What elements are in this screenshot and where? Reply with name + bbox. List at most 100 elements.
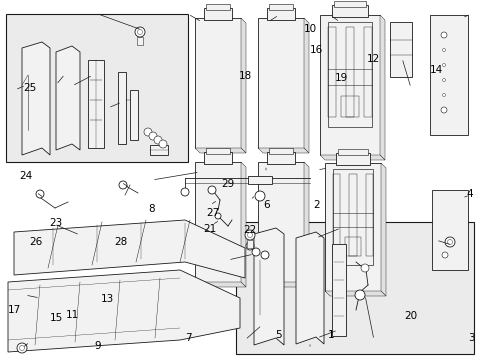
Bar: [204, 8, 231, 20]
Bar: [266, 8, 294, 20]
Text: 10: 10: [304, 24, 316, 34]
Bar: [319, 15, 379, 155]
Circle shape: [207, 186, 216, 194]
Bar: [6, 14, 187, 162]
Bar: [348, 174, 356, 256]
Bar: [258, 162, 304, 282]
Circle shape: [20, 346, 24, 351]
Text: 22: 22: [243, 225, 257, 235]
Bar: [88, 60, 104, 148]
Bar: [130, 90, 138, 140]
Text: 14: 14: [428, 65, 442, 75]
Circle shape: [360, 264, 368, 272]
Circle shape: [251, 248, 260, 256]
Polygon shape: [319, 155, 384, 160]
Text: 1: 1: [327, 330, 334, 340]
Circle shape: [135, 27, 145, 37]
Circle shape: [441, 252, 447, 258]
Text: 9: 9: [94, 341, 101, 351]
Circle shape: [261, 251, 268, 259]
Circle shape: [159, 140, 167, 148]
Bar: [236, 222, 473, 354]
Polygon shape: [241, 18, 245, 153]
Circle shape: [215, 213, 221, 219]
Bar: [206, 4, 229, 10]
Text: 7: 7: [184, 333, 191, 343]
Polygon shape: [258, 282, 308, 287]
Circle shape: [442, 49, 445, 51]
Circle shape: [440, 107, 446, 113]
Bar: [266, 152, 294, 164]
Bar: [332, 174, 339, 256]
Polygon shape: [241, 162, 245, 287]
Polygon shape: [253, 228, 284, 345]
Text: 5: 5: [275, 330, 282, 340]
Text: 17: 17: [8, 305, 21, 315]
Polygon shape: [14, 220, 244, 278]
Circle shape: [247, 233, 252, 238]
Circle shape: [119, 181, 127, 189]
Text: 20: 20: [404, 311, 416, 321]
Bar: [325, 163, 380, 291]
Circle shape: [149, 132, 157, 140]
Circle shape: [154, 136, 162, 144]
Bar: [204, 152, 231, 164]
Bar: [118, 72, 126, 144]
Bar: [331, 244, 346, 336]
Bar: [431, 190, 467, 270]
Bar: [338, 149, 367, 155]
Polygon shape: [379, 15, 384, 160]
Text: 24: 24: [19, 171, 32, 181]
Polygon shape: [304, 18, 308, 153]
Bar: [258, 18, 304, 148]
Bar: [389, 22, 411, 77]
Circle shape: [440, 32, 446, 38]
Text: 28: 28: [114, 237, 128, 247]
Circle shape: [181, 188, 189, 196]
Text: 18: 18: [238, 71, 252, 81]
Bar: [195, 162, 241, 282]
Polygon shape: [325, 291, 385, 296]
Polygon shape: [195, 282, 245, 287]
Text: 16: 16: [309, 45, 323, 55]
Circle shape: [442, 63, 445, 67]
Bar: [341, 95, 358, 117]
Bar: [346, 27, 353, 117]
Text: 19: 19: [334, 73, 347, 84]
Bar: [328, 27, 335, 117]
Text: 15: 15: [49, 313, 63, 323]
Text: 11: 11: [65, 310, 79, 320]
Text: 25: 25: [23, 83, 37, 93]
Text: 13: 13: [101, 294, 114, 304]
Bar: [363, 27, 371, 117]
Bar: [137, 37, 142, 45]
Circle shape: [36, 190, 44, 198]
Bar: [150, 145, 168, 155]
Text: 8: 8: [148, 204, 155, 214]
Bar: [332, 170, 372, 265]
Polygon shape: [8, 270, 240, 352]
Bar: [195, 18, 241, 148]
Bar: [333, 1, 365, 7]
Circle shape: [17, 343, 27, 353]
Bar: [246, 240, 252, 248]
Polygon shape: [304, 162, 308, 287]
Text: 21: 21: [203, 224, 217, 234]
Polygon shape: [380, 163, 385, 296]
Circle shape: [143, 128, 152, 136]
Text: 26: 26: [29, 237, 43, 247]
Bar: [365, 174, 372, 256]
Circle shape: [245, 242, 253, 250]
Circle shape: [442, 94, 445, 96]
Bar: [247, 176, 271, 184]
Bar: [344, 237, 360, 256]
Circle shape: [254, 191, 264, 201]
Text: 3: 3: [468, 333, 474, 343]
Circle shape: [137, 30, 142, 35]
Text: 27: 27: [205, 208, 219, 218]
Circle shape: [244, 230, 254, 240]
Text: 4: 4: [465, 189, 472, 199]
Circle shape: [354, 290, 364, 300]
Text: 29: 29: [220, 179, 234, 189]
Polygon shape: [56, 46, 80, 150]
